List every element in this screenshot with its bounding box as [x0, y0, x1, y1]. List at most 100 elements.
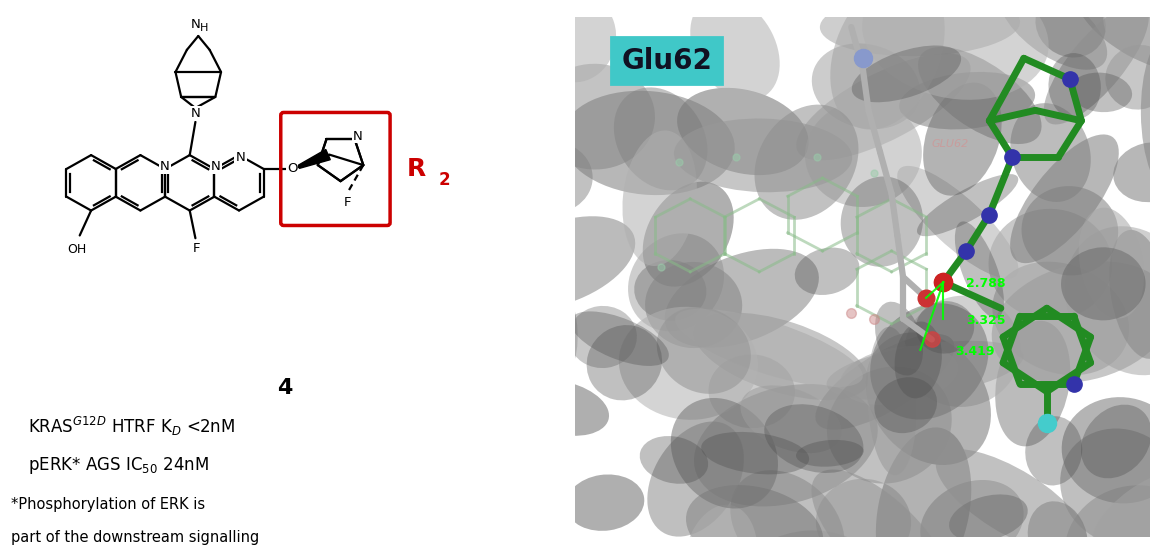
Ellipse shape [538, 0, 616, 82]
Ellipse shape [1113, 142, 1162, 202]
Ellipse shape [917, 174, 1018, 236]
Ellipse shape [1092, 469, 1162, 553]
Text: H: H [200, 23, 208, 33]
Ellipse shape [694, 312, 868, 400]
Ellipse shape [811, 470, 953, 554]
Ellipse shape [870, 303, 989, 419]
Ellipse shape [511, 141, 593, 213]
Text: 2.788: 2.788 [967, 278, 1006, 290]
Ellipse shape [831, 0, 945, 130]
Ellipse shape [627, 233, 724, 331]
Ellipse shape [876, 427, 971, 554]
Ellipse shape [709, 355, 795, 428]
Ellipse shape [524, 267, 578, 378]
Ellipse shape [840, 346, 959, 406]
Text: N: N [236, 151, 245, 165]
Text: N: N [191, 18, 200, 32]
Text: F: F [193, 242, 200, 255]
Ellipse shape [614, 88, 708, 191]
Ellipse shape [647, 422, 744, 537]
Ellipse shape [875, 302, 923, 376]
Text: R: R [407, 157, 426, 181]
Ellipse shape [487, 216, 636, 310]
Ellipse shape [1064, 226, 1162, 375]
Ellipse shape [686, 485, 823, 554]
Ellipse shape [862, 0, 1048, 100]
Text: N: N [191, 107, 200, 120]
Ellipse shape [683, 505, 758, 554]
Ellipse shape [795, 248, 860, 295]
Ellipse shape [701, 432, 809, 474]
Ellipse shape [1062, 397, 1162, 504]
Ellipse shape [571, 311, 669, 366]
Text: 3.419: 3.419 [955, 345, 995, 358]
Ellipse shape [1075, 0, 1162, 75]
Text: 3.325: 3.325 [967, 314, 1006, 327]
Ellipse shape [841, 177, 923, 266]
Ellipse shape [1061, 247, 1146, 320]
Polygon shape [299, 150, 330, 168]
Ellipse shape [998, 0, 1107, 70]
Text: 4: 4 [277, 378, 293, 398]
Ellipse shape [796, 440, 863, 466]
Ellipse shape [1010, 103, 1091, 202]
Text: *Phosphorylation of ERK is: *Phosphorylation of ERK is [12, 496, 206, 512]
Ellipse shape [920, 480, 1024, 554]
Ellipse shape [991, 261, 1162, 383]
Ellipse shape [665, 249, 819, 347]
Ellipse shape [1035, 0, 1106, 58]
Text: KRAS$^{G12D}$ HTRF K$_D$ <2nM: KRAS$^{G12D}$ HTRF K$_D$ <2nM [28, 415, 236, 438]
Ellipse shape [897, 166, 1018, 279]
Ellipse shape [826, 341, 1024, 400]
Ellipse shape [852, 45, 961, 102]
Ellipse shape [918, 47, 1041, 144]
Ellipse shape [674, 119, 852, 192]
Text: 2: 2 [438, 171, 450, 189]
Text: N: N [352, 130, 363, 143]
Ellipse shape [796, 53, 970, 161]
Ellipse shape [1064, 485, 1162, 554]
Ellipse shape [992, 261, 1129, 375]
Ellipse shape [731, 470, 845, 554]
Ellipse shape [535, 64, 655, 170]
Ellipse shape [899, 72, 1035, 130]
Ellipse shape [694, 384, 877, 506]
Text: pERK* AGS IC$_{50}$ 24nM: pERK* AGS IC$_{50}$ 24nM [28, 455, 209, 476]
Ellipse shape [1105, 45, 1162, 110]
Ellipse shape [1027, 501, 1088, 554]
Text: GLU62: GLU62 [932, 139, 969, 149]
Ellipse shape [1110, 230, 1162, 359]
Ellipse shape [677, 88, 809, 175]
Ellipse shape [623, 131, 697, 266]
Ellipse shape [765, 404, 863, 473]
Ellipse shape [1025, 416, 1082, 485]
Ellipse shape [634, 260, 706, 321]
Ellipse shape [949, 494, 1027, 541]
Ellipse shape [955, 222, 1004, 318]
Ellipse shape [657, 307, 751, 394]
Ellipse shape [645, 262, 743, 348]
Ellipse shape [989, 209, 1112, 320]
Ellipse shape [866, 332, 991, 465]
Ellipse shape [995, 321, 1070, 447]
Ellipse shape [1010, 135, 1119, 263]
Ellipse shape [619, 307, 758, 420]
Ellipse shape [514, 380, 609, 436]
Ellipse shape [816, 334, 954, 430]
Ellipse shape [740, 386, 841, 453]
Text: OH: OH [67, 243, 86, 256]
Ellipse shape [820, 0, 1020, 56]
Ellipse shape [643, 182, 733, 286]
Ellipse shape [568, 306, 637, 368]
Ellipse shape [1060, 429, 1162, 546]
Text: N: N [160, 160, 170, 173]
Ellipse shape [1048, 53, 1100, 120]
Ellipse shape [561, 91, 734, 195]
Ellipse shape [805, 101, 921, 207]
Ellipse shape [752, 530, 867, 554]
Ellipse shape [827, 366, 952, 484]
Ellipse shape [812, 43, 920, 129]
Ellipse shape [1141, 34, 1162, 194]
Text: Glu62: Glu62 [622, 47, 712, 75]
Ellipse shape [1081, 404, 1152, 478]
